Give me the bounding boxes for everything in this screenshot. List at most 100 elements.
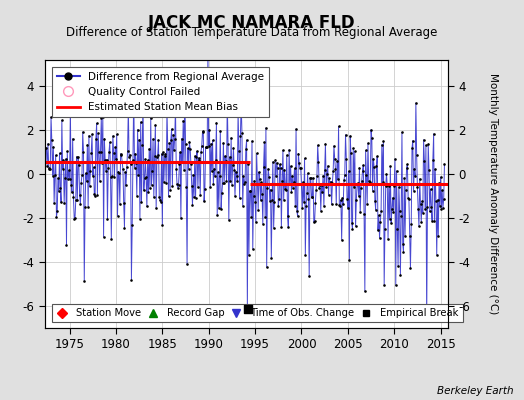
Point bbox=[108, 173, 116, 180]
Point bbox=[170, 136, 179, 142]
Point bbox=[75, 192, 84, 198]
Point bbox=[373, 153, 381, 160]
Point bbox=[246, 188, 255, 194]
Point bbox=[270, 199, 279, 206]
Point bbox=[191, 194, 200, 201]
Point bbox=[113, 131, 121, 138]
Point bbox=[233, 178, 242, 184]
Point bbox=[359, 162, 367, 168]
Point bbox=[423, 204, 432, 210]
Point bbox=[54, 188, 63, 194]
Point bbox=[341, 132, 350, 138]
Point bbox=[336, 203, 344, 210]
Point bbox=[290, 178, 298, 185]
Point bbox=[366, 179, 375, 186]
Point bbox=[427, 204, 435, 210]
Point bbox=[209, 137, 217, 144]
Point bbox=[424, 141, 432, 147]
Point bbox=[204, 49, 212, 55]
Point bbox=[249, 192, 258, 199]
Point bbox=[222, 158, 230, 164]
Point bbox=[295, 160, 303, 166]
Point bbox=[99, 114, 107, 121]
Point bbox=[416, 176, 424, 182]
Point bbox=[163, 106, 171, 112]
Point bbox=[156, 197, 164, 203]
Point bbox=[311, 200, 320, 206]
Text: Difference of Station Temperature Data from Regional Average: Difference of Station Temperature Data f… bbox=[66, 26, 437, 39]
Point bbox=[301, 252, 310, 258]
Point bbox=[87, 150, 95, 156]
Point bbox=[67, 182, 75, 188]
Point bbox=[232, 172, 241, 179]
Point bbox=[78, 172, 86, 178]
Point bbox=[304, 196, 313, 202]
Point bbox=[45, 166, 53, 172]
Point bbox=[88, 131, 96, 138]
Point bbox=[52, 214, 61, 220]
Point bbox=[385, 183, 393, 190]
Point bbox=[45, 164, 53, 171]
Point bbox=[121, 225, 129, 231]
Point bbox=[133, 192, 141, 199]
Point bbox=[114, 168, 123, 175]
Point bbox=[344, 168, 353, 174]
Point bbox=[412, 100, 420, 106]
Point bbox=[328, 201, 336, 208]
Point bbox=[328, 180, 336, 187]
Point bbox=[91, 193, 99, 200]
Point bbox=[192, 154, 201, 160]
Point bbox=[129, 157, 137, 164]
Point bbox=[66, 176, 74, 182]
Point bbox=[303, 189, 311, 196]
Point bbox=[255, 169, 263, 175]
Point bbox=[245, 188, 254, 195]
Point bbox=[315, 185, 323, 192]
Point bbox=[157, 199, 165, 205]
Point bbox=[178, 158, 187, 165]
Point bbox=[260, 139, 269, 146]
Point bbox=[316, 182, 324, 188]
Point bbox=[266, 197, 274, 204]
Point bbox=[130, 164, 139, 171]
Point bbox=[183, 261, 191, 267]
Point bbox=[144, 189, 152, 196]
Point bbox=[284, 224, 292, 230]
Point bbox=[387, 220, 395, 226]
Point bbox=[275, 196, 283, 202]
Point bbox=[111, 144, 119, 151]
Point bbox=[362, 172, 370, 178]
Point bbox=[51, 152, 60, 158]
Point bbox=[206, 184, 214, 190]
Point bbox=[83, 142, 92, 148]
Point bbox=[264, 166, 272, 172]
Point bbox=[137, 119, 145, 125]
Point bbox=[163, 146, 172, 152]
Point bbox=[287, 189, 296, 196]
Point bbox=[132, 160, 140, 166]
Point bbox=[154, 152, 162, 158]
Point bbox=[343, 196, 351, 202]
Point bbox=[189, 172, 198, 178]
Point bbox=[268, 196, 276, 203]
Point bbox=[289, 184, 297, 191]
Point bbox=[154, 137, 162, 143]
Point bbox=[48, 137, 56, 144]
Point bbox=[378, 141, 386, 148]
Point bbox=[175, 161, 183, 168]
Point bbox=[191, 153, 199, 159]
Point bbox=[422, 316, 431, 322]
Point bbox=[213, 212, 222, 219]
Point bbox=[365, 178, 373, 184]
Point bbox=[408, 145, 416, 151]
Point bbox=[257, 179, 266, 186]
Point bbox=[291, 202, 300, 209]
Point bbox=[339, 195, 347, 201]
Point bbox=[139, 96, 147, 103]
Point bbox=[72, 153, 81, 160]
Point bbox=[185, 138, 193, 145]
Point bbox=[119, 199, 128, 206]
Point bbox=[278, 178, 286, 184]
Point bbox=[383, 182, 391, 188]
Point bbox=[108, 133, 117, 139]
